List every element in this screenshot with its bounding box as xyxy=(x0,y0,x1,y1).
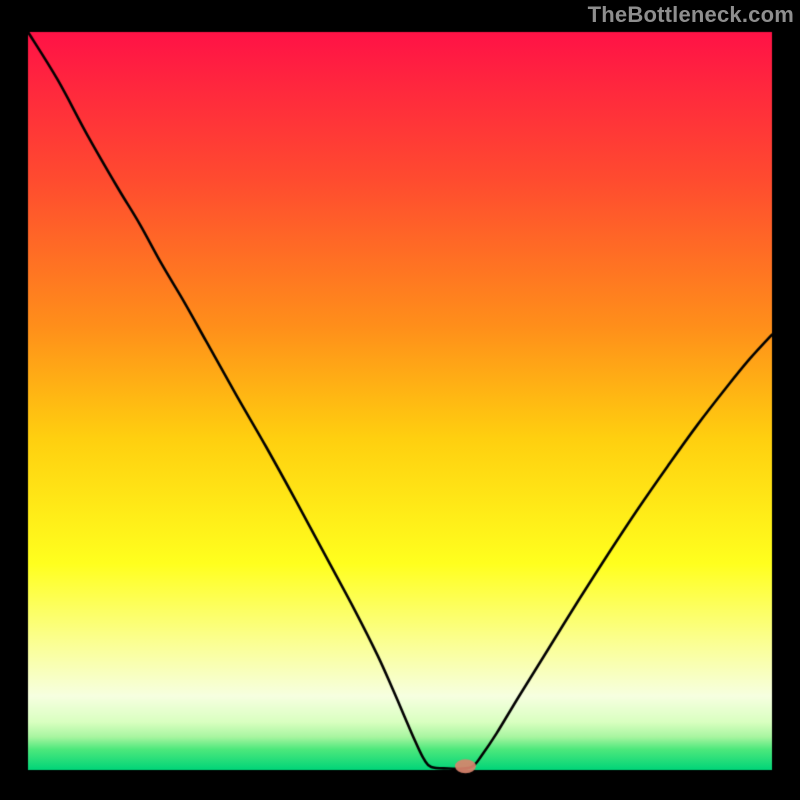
chart-container: { "watermark": { "text": "TheBottleneck.… xyxy=(0,0,800,800)
bottleneck-curve-chart xyxy=(0,0,800,800)
watermark-text: TheBottleneck.com xyxy=(588,2,794,28)
